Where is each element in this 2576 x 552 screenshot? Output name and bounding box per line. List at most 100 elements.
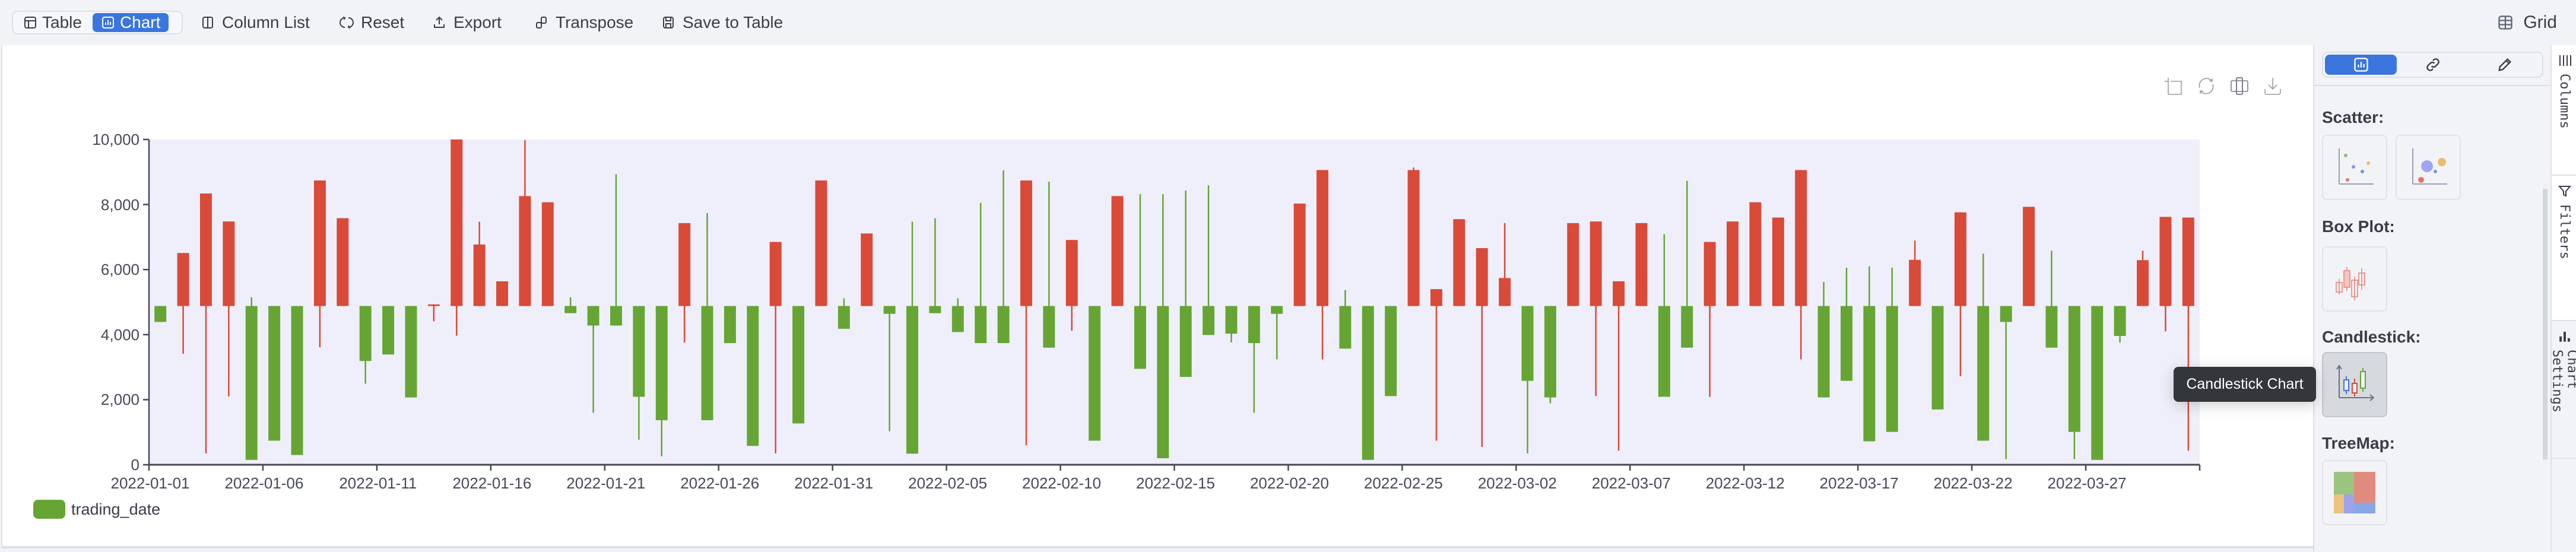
candle-body[interactable] [1271,306,1283,314]
candle-body[interactable] [975,306,987,344]
candle-body[interactable] [724,306,736,344]
bubble-chart-tile[interactable] [2396,135,2461,200]
candle-body[interactable] [906,306,919,454]
sidebar-scrollbar[interactable] [2543,189,2548,459]
candle-body[interactable] [1134,306,1146,369]
candle-body[interactable] [1362,306,1374,460]
candle-body[interactable] [1089,306,1101,441]
candle-body[interactable] [473,245,486,306]
candle-body[interactable] [405,306,417,398]
link-tab[interactable] [2397,55,2469,75]
candle-body[interactable] [2091,306,2104,460]
candle-body[interactable] [1772,217,1784,306]
candle-body[interactable] [291,306,303,455]
candle-body[interactable] [1727,221,1739,306]
resize-icon[interactable] [2229,76,2250,96]
candle-body[interactable] [1293,203,1306,306]
candle-body[interactable] [1681,306,1693,348]
candle-body[interactable] [1157,306,1169,459]
candle-body[interactable] [1590,221,1602,306]
tab-columns[interactable]: Columns [2552,45,2576,176]
candle-body[interactable] [883,306,896,314]
reset-button[interactable]: Reset [340,11,404,34]
transpose-button[interactable]: Transpose [534,11,633,34]
candle-body[interactable] [1430,289,1442,306]
candle-body[interactable] [1111,196,1124,306]
candle-body[interactable] [564,306,577,313]
candle-body[interactable] [929,306,941,313]
download-icon[interactable] [2263,76,2283,96]
legend[interactable]: trading_date [33,500,160,519]
candle-body[interactable] [633,306,645,397]
candle-body[interactable] [1476,248,1488,306]
candle-body[interactable] [1499,278,1511,306]
candle-body[interactable] [701,306,713,420]
candle-body[interactable] [997,306,1010,344]
candle-body[interactable] [1886,306,1898,432]
candle-body[interactable] [359,306,372,361]
candle-body[interactable] [1248,306,1260,344]
candle-body[interactable] [2000,306,2012,322]
candle-body[interactable] [1544,306,1556,398]
candle-body[interactable] [223,221,235,306]
candle-body[interactable] [815,180,827,306]
crop-icon[interactable] [2163,76,2183,96]
candle-body[interactable] [1339,306,1352,349]
candle-body[interactable] [2137,260,2149,306]
candle-body[interactable] [199,193,212,306]
treemap-tile[interactable] [2322,460,2387,525]
candle-body[interactable] [1817,306,1830,398]
candle-body[interactable] [1453,219,1465,306]
box-plot-tile[interactable] [2322,246,2387,312]
candle-body[interactable] [337,218,349,306]
candle-body[interactable] [678,223,691,306]
candle-body[interactable] [2045,306,2058,348]
candle-body[interactable] [1863,306,1876,442]
candle-body[interactable] [1954,212,1966,306]
export-button[interactable]: Export [432,11,502,34]
candle-body[interactable] [610,306,622,326]
candle-body[interactable] [769,242,782,306]
candle-body[interactable] [313,180,326,306]
candle-body[interactable] [268,306,281,441]
candle-body[interactable] [1043,306,1055,348]
candle-body[interactable] [1749,202,1762,306]
candle-body[interactable] [496,281,509,306]
candle-body[interactable] [427,304,440,306]
candle-body[interactable] [2159,217,2172,306]
candle-body[interactable] [1931,306,1944,410]
candle-body[interactable] [1407,170,1420,306]
candle-body[interactable] [2023,207,2035,306]
chart-type-tab[interactable] [2325,55,2397,75]
candle-body[interactable] [1203,306,1215,335]
candle-body[interactable] [1703,242,1716,306]
candle-body[interactable] [541,202,554,306]
candlestick-chart[interactable] [1,45,2313,548]
tab-filters[interactable]: Filters [2552,176,2576,321]
candle-body[interactable] [1020,180,1032,306]
save-to-table-button[interactable]: Save to Table [661,11,783,34]
candle-body[interactable] [792,306,805,424]
candle-body[interactable] [2182,217,2194,306]
candle-body[interactable] [1795,170,1807,306]
candle-body[interactable] [655,306,668,420]
table-view-button[interactable]: Table [15,13,90,32]
candle-body[interactable] [2068,306,2080,432]
candle-body[interactable] [1521,306,1534,381]
candle-body[interactable] [1316,170,1329,306]
scatter-chart-tile[interactable] [2322,135,2387,200]
candlestick-chart-tile[interactable] [2322,352,2387,417]
candle-body[interactable] [177,253,189,306]
candle-body[interactable] [1658,306,1670,397]
candle-body[interactable] [837,306,850,329]
candle-body[interactable] [519,196,531,306]
candle-body[interactable] [382,306,395,355]
edit-tab[interactable] [2469,55,2540,75]
refresh-icon[interactable] [2196,76,2216,96]
candle-body[interactable] [1179,306,1192,377]
candle-body[interactable] [1065,240,1078,306]
tab-chart-settings[interactable]: Chart Settings [2550,321,2576,459]
candle-body[interactable] [1613,281,1625,306]
candle-body[interactable] [1977,306,1990,441]
candle-body[interactable] [1635,223,1648,306]
